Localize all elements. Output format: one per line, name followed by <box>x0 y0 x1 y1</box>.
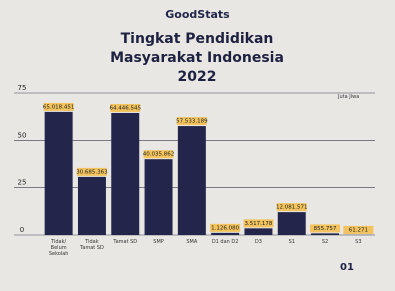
bar <box>278 212 306 235</box>
bar <box>111 113 139 235</box>
value-label: 12.081.571 <box>276 205 308 211</box>
bar <box>211 233 239 235</box>
x-tick-label: S3 <box>343 239 373 245</box>
y-tick-label: 50 <box>18 131 27 139</box>
value-label: 30.685.363 <box>76 169 108 175</box>
x-tick-label: Tamat SD <box>110 239 140 245</box>
bar <box>178 126 206 235</box>
y-tick-label: 0 <box>20 226 24 234</box>
y-tick-label: 75 <box>18 84 27 92</box>
value-label: 61.271 <box>349 227 368 233</box>
bar <box>45 112 73 235</box>
x-tick-label: D1 dan D2 <box>210 239 240 245</box>
bar <box>145 159 173 235</box>
x-tick-label: SMA <box>177 239 207 245</box>
x-tick-label: Tidak/ Belum Sekolah <box>44 239 74 257</box>
x-tick-label: SMP <box>144 239 174 245</box>
value-label: 65.018.451 <box>43 104 75 110</box>
y-tick-label: 25 <box>18 179 27 187</box>
value-label: 3.517.178 <box>244 221 272 227</box>
x-tick-label: S2 <box>310 239 340 245</box>
bar <box>244 228 272 235</box>
value-label: 40.035.862 <box>143 152 175 158</box>
x-tick-label: S1 <box>277 239 307 245</box>
value-label: 1.126.080 <box>211 225 239 231</box>
infographic: GoodStats Tingkat Pendidikan Masyarakat … <box>0 0 395 291</box>
bar <box>311 233 339 235</box>
x-tick-label: D3 <box>243 239 273 245</box>
bar <box>78 177 106 235</box>
value-label: 57.533.189 <box>176 119 208 125</box>
value-label: 64.446.545 <box>110 105 142 111</box>
value-label: 855.757 <box>314 226 337 232</box>
x-tick-label: Tidak Tamat SD <box>77 239 107 251</box>
